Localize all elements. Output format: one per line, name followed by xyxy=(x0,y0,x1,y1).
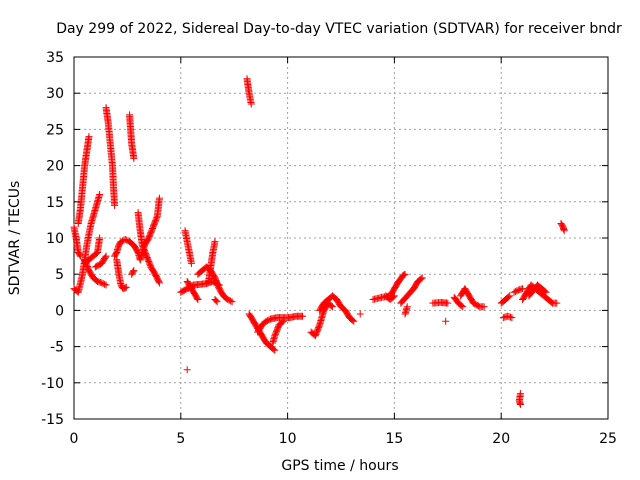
data-points xyxy=(70,75,568,409)
data-point xyxy=(153,214,161,222)
x-axis-label: GPS time / hours xyxy=(281,458,398,474)
y-axis: -15 -10 -5 0 5 10 15 20 25 30 35 xyxy=(41,50,608,428)
data-point xyxy=(390,292,398,300)
data-point xyxy=(403,303,411,311)
data-point xyxy=(96,234,104,242)
data-point xyxy=(458,302,466,310)
data-point xyxy=(400,271,408,279)
data-point xyxy=(130,154,138,162)
data-point xyxy=(193,294,201,302)
data-point xyxy=(121,235,129,243)
y-tick-label: 30 xyxy=(46,86,64,102)
y-tick-label: 35 xyxy=(46,50,64,66)
data-point xyxy=(350,317,358,325)
data-point xyxy=(508,314,516,322)
x-axis: 0 5 10 15 20 25 xyxy=(70,57,617,447)
x-tick-label: 20 xyxy=(492,431,510,447)
x-tick-label: 10 xyxy=(279,431,297,447)
data-point xyxy=(183,366,191,374)
data-point xyxy=(212,297,220,305)
data-point xyxy=(247,100,255,108)
data-point xyxy=(417,275,425,283)
data-point xyxy=(511,288,519,296)
data-point xyxy=(224,296,232,304)
data-point xyxy=(519,285,527,293)
data-point xyxy=(76,252,84,260)
data-point xyxy=(101,280,109,288)
data-point xyxy=(211,238,219,246)
data-point xyxy=(228,298,236,306)
data-point xyxy=(480,303,488,311)
y-tick-label: 5 xyxy=(55,267,64,283)
data-point xyxy=(262,317,270,325)
data-point xyxy=(444,299,452,307)
y-tick-label: -15 xyxy=(41,412,64,428)
x-tick-label: 15 xyxy=(385,431,403,447)
data-point xyxy=(155,278,163,286)
data-point xyxy=(553,299,561,307)
data-point xyxy=(111,201,119,209)
data-point xyxy=(279,317,287,325)
data-point xyxy=(541,287,549,295)
x-tick-label: 0 xyxy=(70,431,79,447)
data-point xyxy=(401,270,409,278)
data-point xyxy=(117,238,125,246)
grid-lines xyxy=(74,57,608,419)
data-point xyxy=(271,346,279,354)
y-tick-label: -10 xyxy=(41,376,64,392)
data-point xyxy=(299,312,307,320)
data-point xyxy=(459,303,467,311)
y-tick-label: 10 xyxy=(46,231,64,247)
y-tick-label: 0 xyxy=(55,303,64,319)
data-point xyxy=(96,191,104,199)
data-point xyxy=(442,317,450,325)
data-point xyxy=(155,279,163,287)
x-tick-label: 25 xyxy=(599,431,617,447)
data-point xyxy=(76,251,84,259)
data-point xyxy=(505,293,513,301)
y-tick-label: 20 xyxy=(46,159,64,175)
y-axis-label: SDTVAR / TECUs xyxy=(7,181,23,296)
data-point xyxy=(155,194,163,202)
data-point xyxy=(270,345,278,353)
data-point xyxy=(85,133,93,141)
data-point xyxy=(510,288,518,296)
y-tick-label: 15 xyxy=(46,195,64,211)
data-point xyxy=(264,317,272,325)
data-point xyxy=(328,303,336,311)
data-point xyxy=(389,293,397,301)
data-point xyxy=(194,296,202,304)
data-point xyxy=(506,292,514,300)
data-point xyxy=(542,288,550,296)
data-point xyxy=(513,287,521,295)
data-point xyxy=(516,401,524,409)
data-point xyxy=(101,253,109,261)
data-point xyxy=(98,279,106,287)
data-point xyxy=(99,280,107,288)
data-point xyxy=(225,296,233,304)
data-point xyxy=(102,281,110,289)
data-point xyxy=(349,316,357,324)
x-tick-label: 5 xyxy=(176,431,185,447)
data-point xyxy=(418,274,426,282)
data-point xyxy=(123,236,131,244)
data-point xyxy=(227,297,235,305)
data-point xyxy=(278,318,286,326)
data-point xyxy=(122,283,130,291)
data-point xyxy=(327,302,335,310)
data-point xyxy=(129,268,137,276)
data-point xyxy=(213,298,221,306)
y-tick-label: 25 xyxy=(46,122,64,138)
data-point xyxy=(560,227,568,235)
data-point xyxy=(187,259,195,267)
data-point xyxy=(130,267,138,275)
data-point xyxy=(356,310,364,318)
y-tick-label: -5 xyxy=(50,340,64,356)
chart-title: Day 299 of 2022, Sidereal Day-to-day VTE… xyxy=(56,21,622,37)
data-point xyxy=(102,252,110,260)
